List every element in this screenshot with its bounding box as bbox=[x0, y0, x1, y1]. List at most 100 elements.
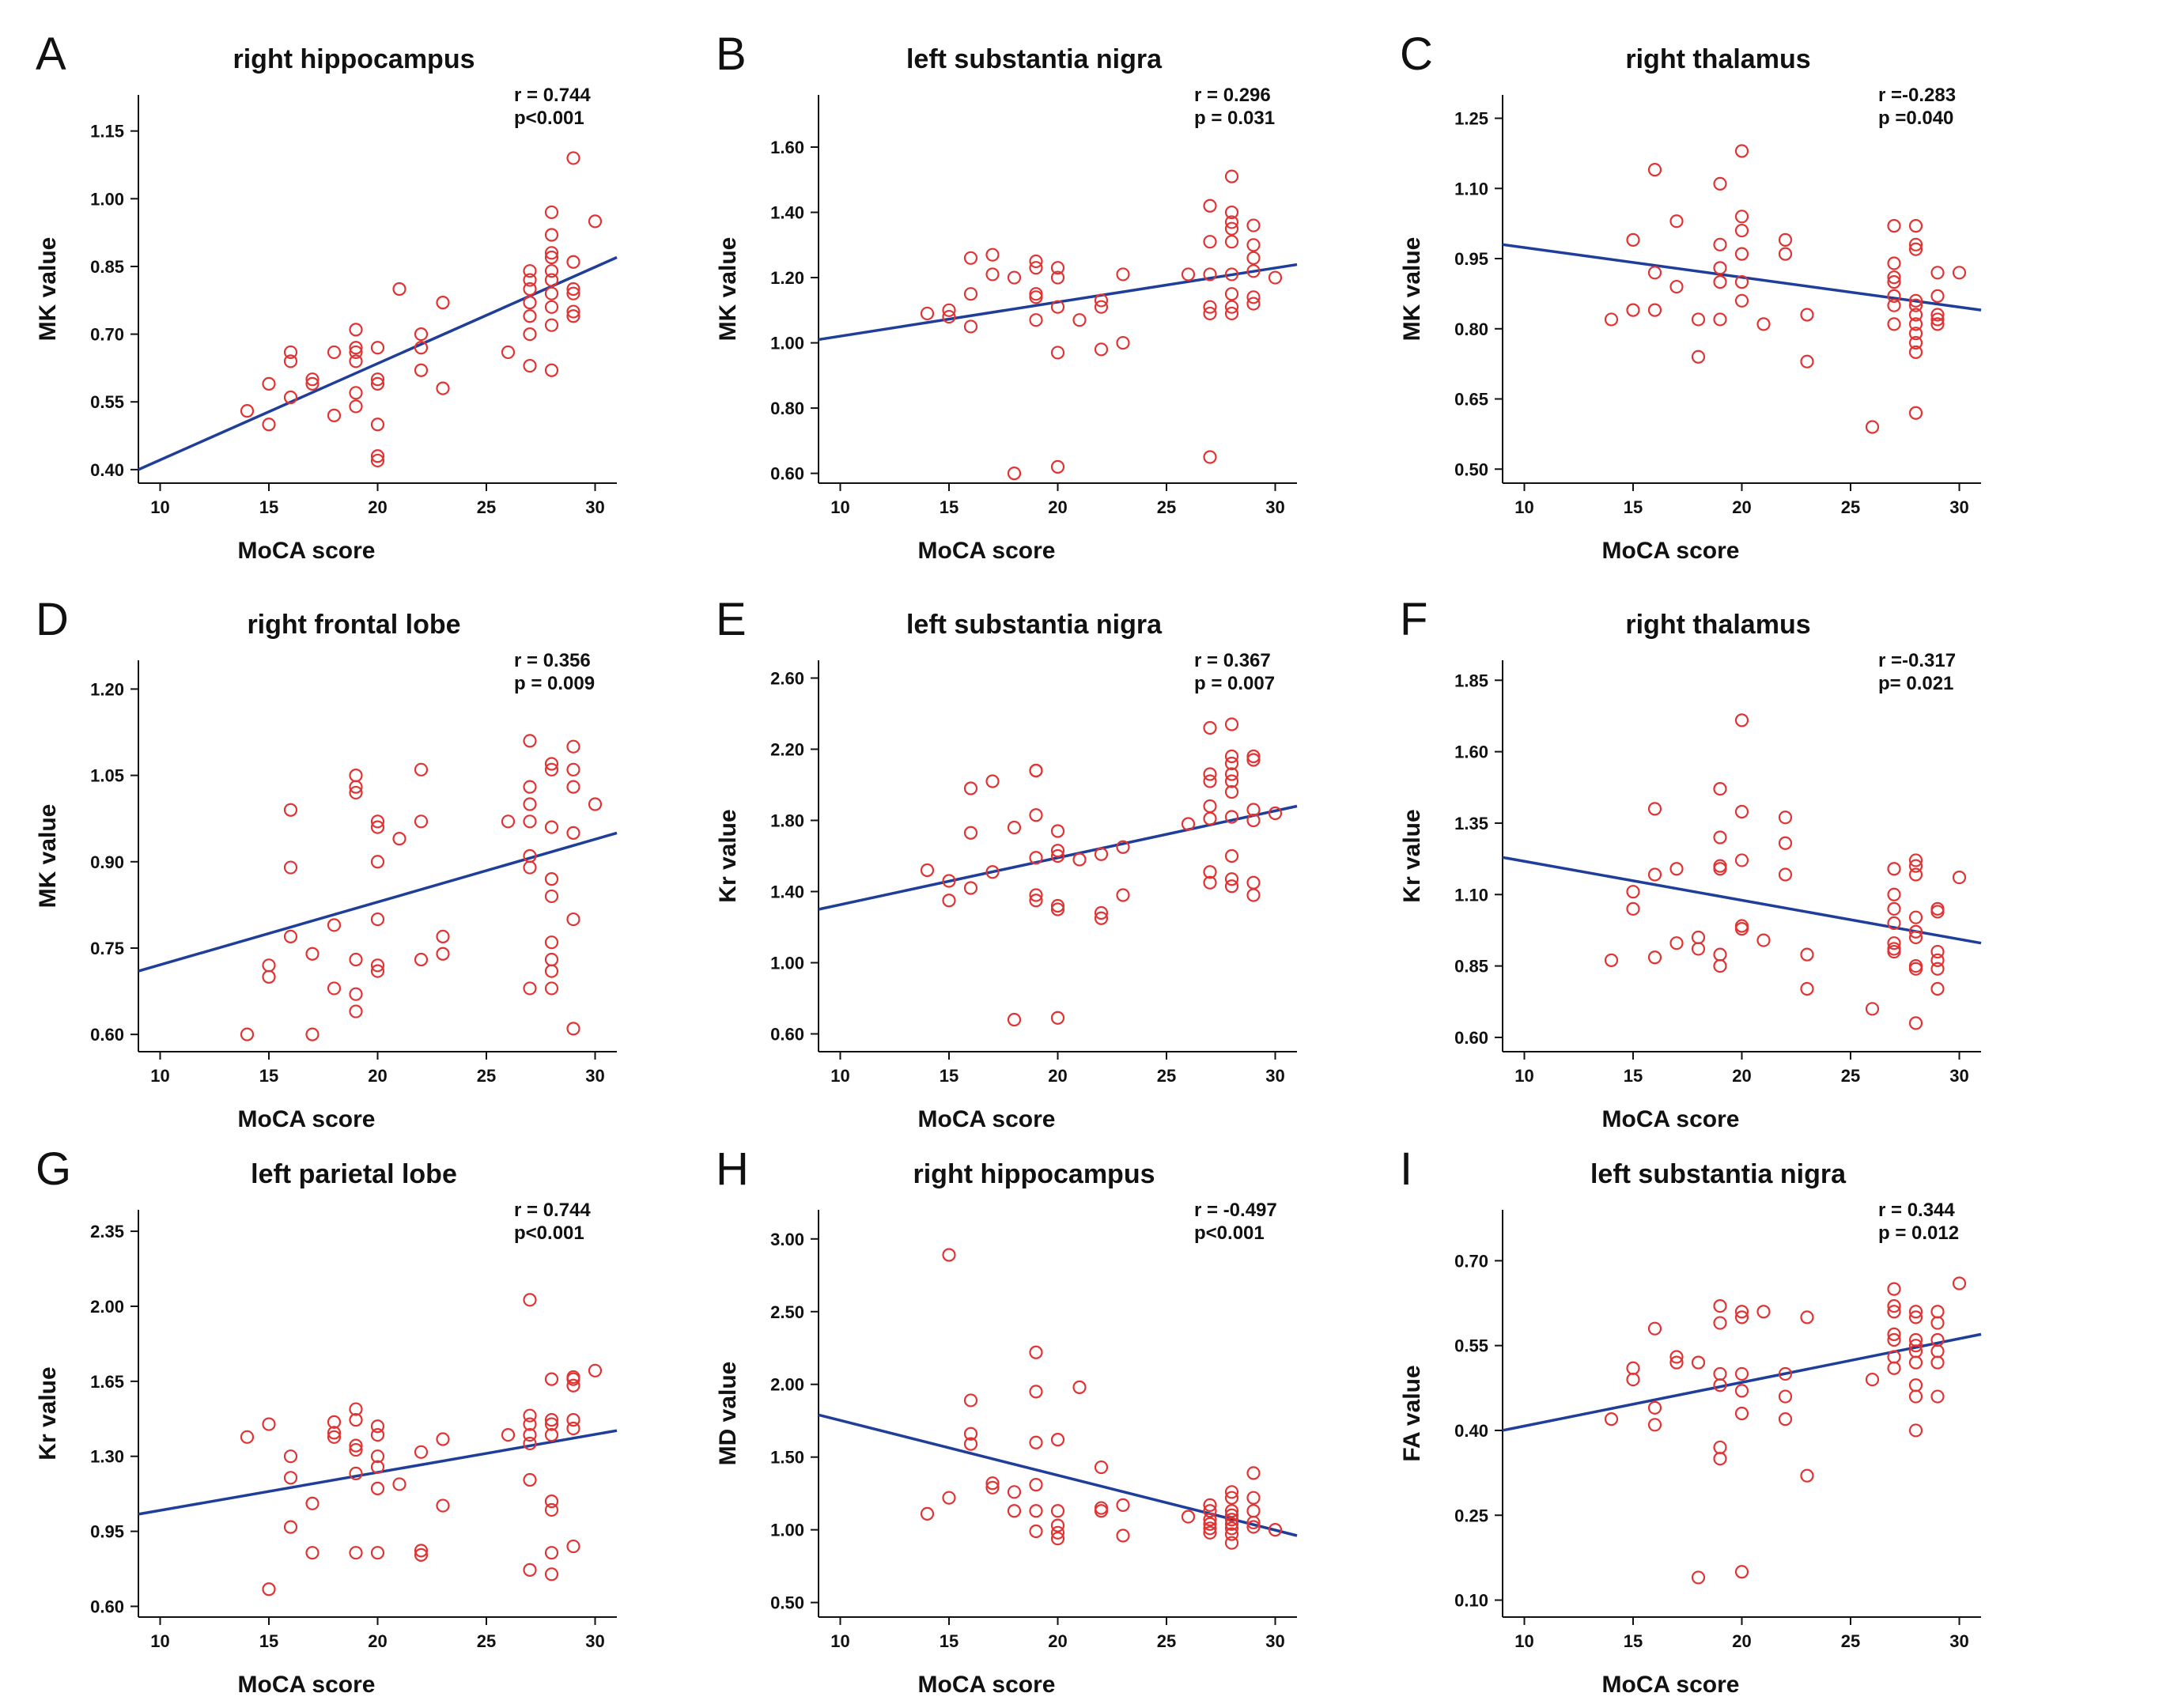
y-tick-label: 0.90 bbox=[90, 852, 124, 872]
data-point bbox=[283, 929, 298, 944]
data-point bbox=[370, 376, 385, 391]
data-point bbox=[523, 1408, 537, 1423]
y-tick-label: 0.25 bbox=[1454, 1506, 1488, 1525]
data-point bbox=[1246, 264, 1261, 278]
y-axis-title: FA value bbox=[1399, 1365, 1425, 1461]
data-point bbox=[327, 1426, 342, 1440]
y-tick-label: 1.20 bbox=[90, 679, 124, 699]
y-tick-label: 0.95 bbox=[1454, 249, 1488, 269]
data-point bbox=[1930, 901, 1945, 916]
data-point bbox=[566, 1421, 580, 1436]
data-point bbox=[963, 1437, 978, 1451]
data-point bbox=[1734, 1310, 1749, 1324]
data-point bbox=[370, 1449, 385, 1464]
data-point bbox=[370, 1419, 385, 1434]
data-point bbox=[327, 981, 342, 996]
data-point bbox=[1626, 901, 1640, 916]
data-point bbox=[1050, 898, 1065, 913]
data-point bbox=[1930, 266, 1945, 280]
data-point bbox=[1072, 1380, 1087, 1394]
x-tick-label: 10 bbox=[1514, 1066, 1533, 1086]
x-tick-label: 20 bbox=[1048, 1066, 1067, 1086]
x-axis-title: MoCA score bbox=[918, 538, 1056, 564]
x-tick-label: 15 bbox=[1624, 1631, 1643, 1651]
data-point bbox=[544, 872, 559, 886]
y-tick-label: 0.50 bbox=[1454, 459, 1488, 479]
data-point bbox=[1887, 289, 1901, 303]
y-tick-label: 1.60 bbox=[1454, 743, 1488, 762]
data-point bbox=[1224, 749, 1239, 764]
data-point bbox=[1647, 1400, 1662, 1415]
data-point bbox=[436, 1432, 450, 1446]
data-point bbox=[1908, 962, 1923, 976]
data-point bbox=[1224, 810, 1239, 824]
data-point bbox=[566, 1022, 580, 1036]
data-point bbox=[370, 958, 385, 973]
data-point bbox=[1800, 981, 1814, 996]
data-point bbox=[414, 1547, 429, 1562]
data-point bbox=[1203, 767, 1217, 781]
y-tick-label: 2.20 bbox=[770, 740, 804, 760]
data-point bbox=[1713, 830, 1727, 845]
data-point bbox=[1908, 959, 1923, 973]
stat-r: r = 0.296 bbox=[1194, 85, 1271, 106]
x-tick-label: 15 bbox=[940, 1631, 959, 1651]
stat-p: p= 0.021 bbox=[1878, 673, 1953, 694]
data-point bbox=[1224, 1536, 1239, 1550]
data-point bbox=[1116, 888, 1130, 902]
data-point bbox=[370, 372, 385, 387]
data-point bbox=[1887, 901, 1901, 916]
data-point bbox=[523, 296, 537, 310]
data-point bbox=[1778, 811, 1793, 825]
data-point bbox=[942, 874, 956, 888]
data-point bbox=[523, 1293, 537, 1307]
data-point bbox=[1734, 1406, 1749, 1421]
data-point bbox=[1734, 293, 1749, 308]
data-point bbox=[1029, 1504, 1043, 1518]
x-tick-label: 25 bbox=[1157, 1631, 1176, 1651]
x-axis-title: MoCA score bbox=[918, 1106, 1056, 1132]
data-point bbox=[1224, 774, 1239, 788]
y-tick-label: 1.80 bbox=[770, 811, 804, 831]
x-axis-title: MoCA score bbox=[238, 1672, 376, 1698]
data-point bbox=[523, 1417, 537, 1431]
data-point bbox=[1029, 763, 1043, 778]
panel-letter: D bbox=[36, 594, 69, 645]
data-point bbox=[1713, 275, 1727, 289]
data-point bbox=[1246, 813, 1261, 828]
x-tick-label: 25 bbox=[1841, 1631, 1860, 1651]
data-point bbox=[240, 1430, 255, 1444]
data-point bbox=[544, 264, 559, 278]
data-point bbox=[1756, 317, 1771, 331]
data-point bbox=[544, 935, 559, 950]
x-tick-label: 30 bbox=[585, 1631, 604, 1651]
data-point bbox=[1203, 720, 1217, 735]
data-point bbox=[588, 214, 603, 229]
data-point bbox=[1908, 308, 1923, 322]
data-point bbox=[1713, 1440, 1727, 1455]
data-point bbox=[1800, 947, 1814, 962]
y-tick-label: 1.40 bbox=[770, 882, 804, 902]
data-point bbox=[1268, 806, 1283, 821]
data-point bbox=[1246, 875, 1261, 890]
y-tick-label: 0.85 bbox=[1454, 957, 1488, 977]
data-point bbox=[1713, 312, 1727, 327]
data-point bbox=[370, 964, 385, 978]
data-point bbox=[349, 1546, 363, 1560]
data-point bbox=[1050, 1011, 1065, 1025]
data-point bbox=[544, 1413, 559, 1427]
data-point bbox=[1930, 1344, 1945, 1358]
data-point bbox=[1626, 1361, 1640, 1375]
data-point bbox=[1669, 1355, 1684, 1370]
data-point bbox=[349, 345, 363, 360]
data-point bbox=[1224, 784, 1239, 799]
data-point bbox=[1908, 1305, 1923, 1319]
data-point bbox=[262, 958, 276, 973]
data-point bbox=[1908, 1339, 1923, 1353]
data-point bbox=[1604, 1412, 1619, 1426]
data-point bbox=[1224, 1513, 1239, 1527]
data-point bbox=[1224, 767, 1239, 781]
